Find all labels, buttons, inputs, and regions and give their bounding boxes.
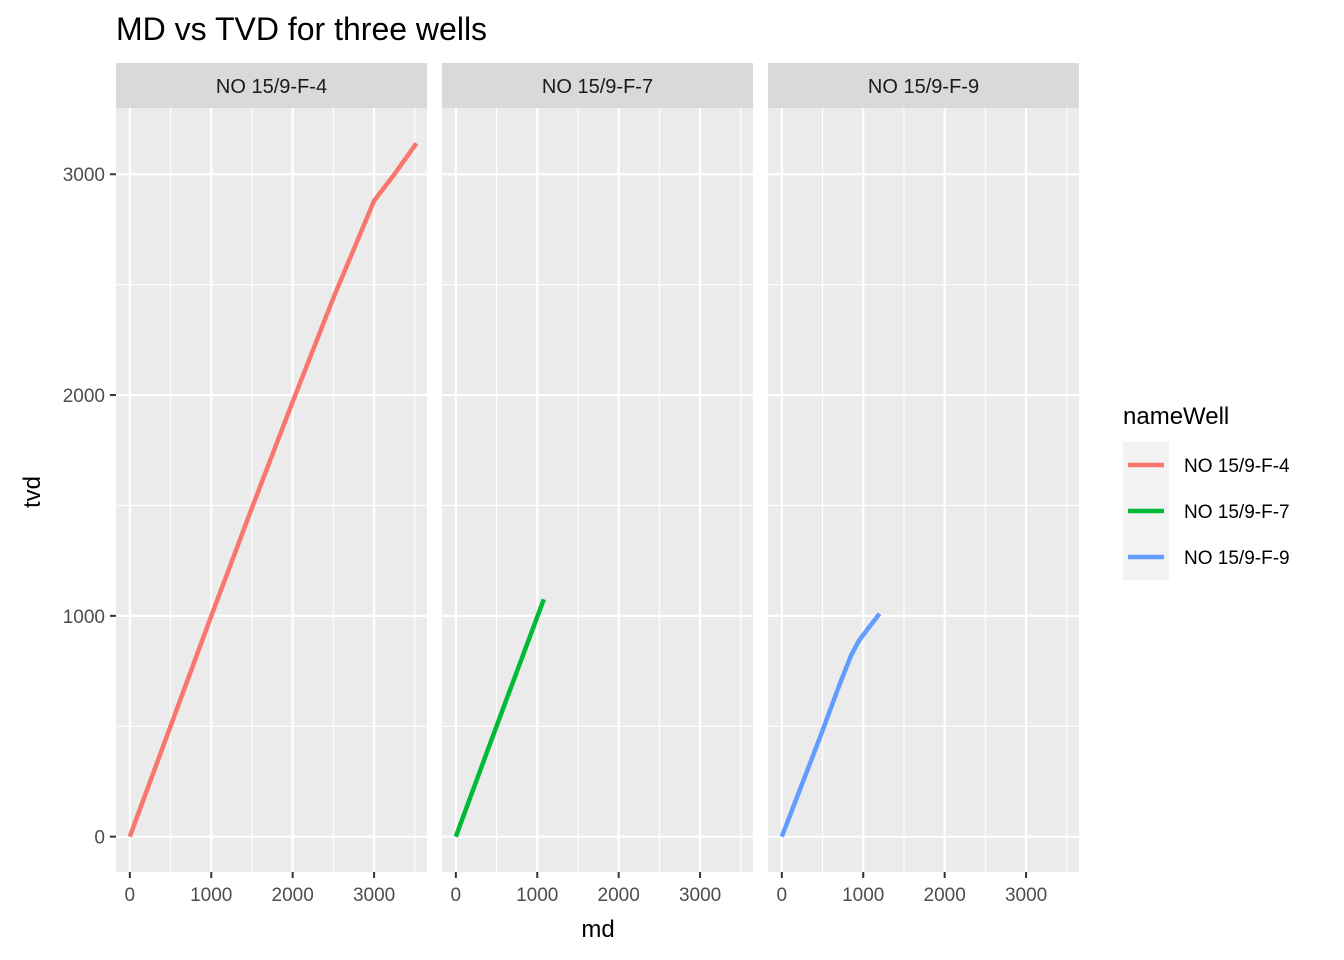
- x-tick-label: 0: [125, 885, 136, 906]
- x-tick-label: 0: [777, 885, 788, 906]
- facet-strip: [116, 63, 427, 108]
- facet-panels: NO 15/9-F-40 1000 2000 30000100020003000NO …: [63, 63, 1079, 906]
- series-line: [127, 141, 419, 838]
- series-line: [779, 612, 882, 838]
- x-tick-label: 2000: [924, 885, 966, 906]
- y-tick-label: 0: [94, 828, 105, 849]
- x-tick-label: 2000: [598, 885, 640, 906]
- chart-title: MD vs TVD for three wells: [116, 11, 487, 47]
- facet-strip-label: NO 15/9-F-9: [868, 76, 979, 98]
- x-tick-label: 1000: [190, 885, 232, 906]
- series-line: [453, 598, 546, 838]
- facet-panel: NO 15/9-F-4 0 1000 2000 3000 0 1000 2000 3000: [63, 63, 427, 906]
- legend-label: NO 15/9-F-7: [1184, 502, 1290, 523]
- legend-item: NO 15/9-F-7: [1128, 502, 1290, 523]
- legend-label: NO 15/9-F-9: [1184, 548, 1290, 569]
- legend-item: NO 15/9-F-4: [1128, 456, 1290, 477]
- legend-title: nameWell: [1123, 403, 1229, 430]
- x-tick-label: 2000: [272, 885, 314, 906]
- x-tick-label: 3000: [353, 885, 395, 906]
- legend-item: NO 15/9-F-9: [1128, 548, 1290, 569]
- y-tick-label: 3000: [63, 165, 105, 186]
- x-axis-title: md: [581, 916, 614, 943]
- legend: nameWell NO 15/9-F-4 NO 15/9-F-7 NO 15/9-F…: [1123, 403, 1290, 580]
- legend-label: NO 15/9-F-4: [1184, 456, 1290, 477]
- facet-strip-label: NO 15/9-F-4: [216, 76, 327, 98]
- x-tick-label: 1000: [842, 885, 884, 906]
- y-axis-title: tvd: [19, 476, 46, 508]
- x-tick-label: 1000: [516, 885, 558, 906]
- y-tick-label: 1000: [63, 607, 105, 628]
- x-tick-label: 3000: [1005, 885, 1047, 906]
- facet-strip-label: NO 15/9-F-7: [542, 76, 653, 98]
- x-tick-label: 0: [451, 885, 462, 906]
- facet-panel: NO 15/9-F-9 0 1000 2000 3000: [768, 63, 1079, 906]
- panel-background: [116, 108, 427, 872]
- y-tick-label: 2000: [63, 386, 105, 407]
- x-tick-label: 3000: [679, 885, 721, 906]
- facet-strip: [768, 63, 1079, 108]
- facet-strip: [442, 63, 753, 108]
- facet-panel: NO 15/9-F-7 0 1000 2000 3000: [442, 63, 753, 906]
- panel-background: [442, 108, 753, 872]
